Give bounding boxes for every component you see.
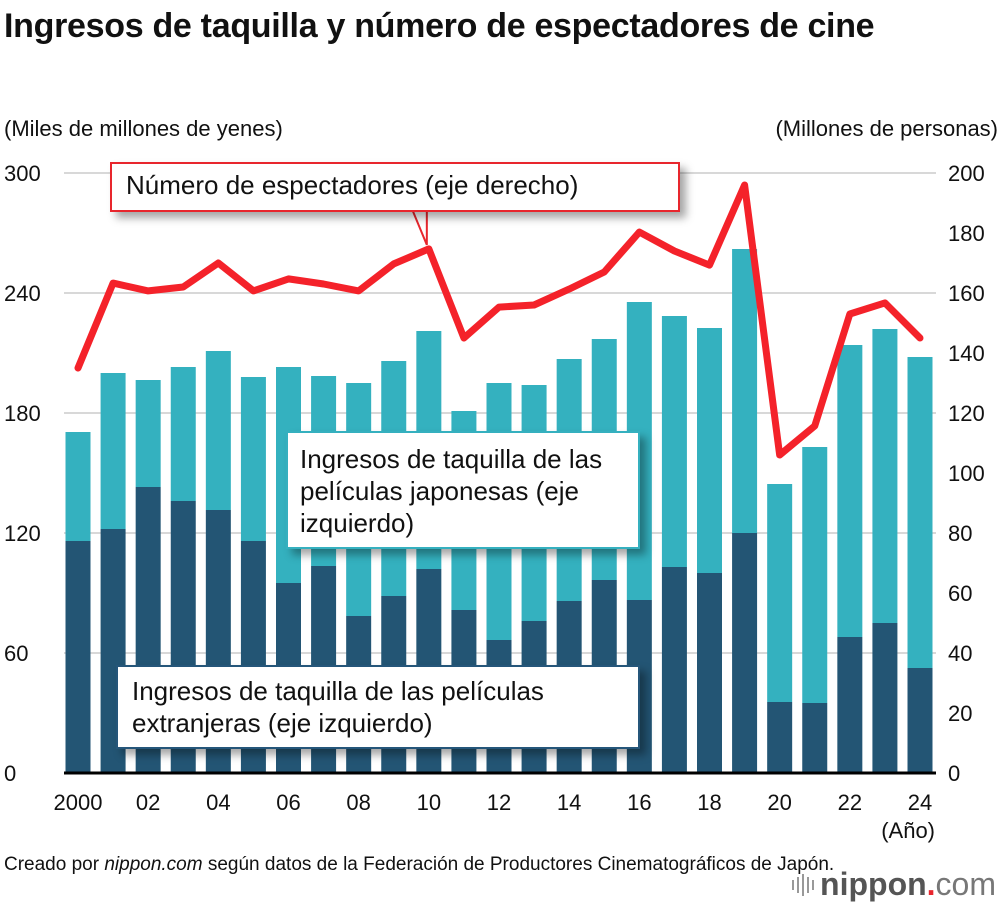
japanese-revenue-bar bbox=[100, 373, 126, 529]
tick-labels: 0601201802403000204060801001201401601802… bbox=[4, 161, 985, 815]
right-tick-label: 80 bbox=[948, 521, 972, 546]
credit-suffix: según datos de la Federación de Producto… bbox=[202, 854, 835, 875]
foreign-revenue-bar bbox=[802, 703, 828, 773]
x-tick-label: 16 bbox=[627, 790, 651, 815]
right-tick-label: 140 bbox=[948, 341, 985, 366]
foreign-revenue-bar bbox=[65, 541, 91, 773]
left-tick-label: 240 bbox=[4, 281, 41, 306]
japanese-revenue-bar bbox=[767, 484, 793, 702]
foreign-revenue-bar bbox=[697, 573, 722, 773]
right-tick-label: 200 bbox=[948, 161, 985, 186]
japanese-revenue-bar bbox=[697, 328, 722, 573]
right-tick-label: 0 bbox=[948, 761, 960, 786]
japanese-revenue-bar bbox=[907, 357, 933, 668]
audience-callout: Número de espectadores (eje derecho) bbox=[110, 162, 680, 212]
x-tick-label: 20 bbox=[767, 790, 791, 815]
right-axis-unit: (Millones de personas) bbox=[775, 116, 998, 141]
x-axis-unit: (Año) bbox=[881, 818, 935, 843]
x-tick-label: 10 bbox=[417, 790, 441, 815]
japanese-revenue-bar bbox=[65, 432, 91, 541]
japanese-revenue-callout-text: Ingresos de taquilla de las películas ja… bbox=[300, 444, 603, 538]
logo-name: nippon bbox=[820, 866, 927, 902]
right-tick-label: 40 bbox=[948, 641, 972, 666]
x-tick-label: 18 bbox=[697, 790, 721, 815]
foreign-revenue-bar bbox=[661, 567, 687, 773]
x-tick-label: 24 bbox=[908, 790, 932, 815]
foreign-revenue-bar bbox=[907, 668, 933, 773]
credit-prefix: Creado por bbox=[4, 854, 105, 875]
logo-tld: com bbox=[935, 866, 996, 902]
left-tick-label: 0 bbox=[4, 761, 16, 786]
left-tick-label: 180 bbox=[4, 401, 41, 426]
right-tick-label: 100 bbox=[948, 461, 985, 486]
japanese-revenue-bar bbox=[135, 380, 161, 487]
japanese-revenue-bar bbox=[872, 329, 898, 623]
nippon-logo: nippon.com bbox=[792, 866, 996, 903]
chart-title: Ingresos de taquilla y número de especta… bbox=[4, 7, 875, 45]
left-tick-label: 60 bbox=[4, 641, 28, 666]
left-tick-label: 300 bbox=[4, 161, 41, 186]
foreign-revenue-bar bbox=[767, 702, 793, 773]
japanese-revenue-bar bbox=[240, 377, 266, 541]
logo-bars-icon bbox=[792, 873, 815, 896]
credit-source-name: nippon.com bbox=[104, 854, 203, 875]
right-tick-label: 160 bbox=[948, 281, 985, 306]
audience-callout-text: Número de espectadores (eje derecho) bbox=[126, 170, 579, 200]
foreign-revenue-callout-text: Ingresos de taquilla de las películas ex… bbox=[132, 676, 544, 738]
japanese-revenue-bar bbox=[205, 351, 231, 510]
japanese-revenue-bar bbox=[837, 345, 863, 637]
x-tick-label: 04 bbox=[206, 790, 230, 815]
left-tick-label: 120 bbox=[4, 521, 41, 546]
japanese-revenue-callout: Ingresos de taquilla de las películas ja… bbox=[286, 431, 640, 549]
japanese-revenue-bar bbox=[170, 367, 196, 501]
right-tick-label: 120 bbox=[948, 401, 985, 426]
right-tick-label: 180 bbox=[948, 221, 985, 246]
x-tick-label: 08 bbox=[346, 790, 370, 815]
x-tick-label: 2000 bbox=[54, 790, 103, 815]
x-tick-label: 22 bbox=[838, 790, 862, 815]
foreign-revenue-bar bbox=[837, 637, 863, 773]
source-credit: Creado por nippon.com según datos de la … bbox=[4, 852, 834, 878]
x-tick-label: 06 bbox=[276, 790, 300, 815]
right-tick-label: 20 bbox=[948, 701, 972, 726]
audience-line bbox=[74, 181, 924, 459]
left-axis-unit: (Miles de millones de yenes) bbox=[4, 116, 283, 141]
foreign-revenue-bar bbox=[872, 623, 898, 773]
japanese-revenue-bar bbox=[661, 316, 687, 567]
foreign-revenue-callout: Ingresos de taquilla de las películas ex… bbox=[116, 665, 640, 749]
x-tick-label: 12 bbox=[487, 790, 511, 815]
x-tick-label: 14 bbox=[557, 790, 581, 815]
audience-callout-pointer bbox=[411, 210, 428, 246]
logo-dot: . bbox=[926, 866, 936, 902]
japanese-revenue-bar bbox=[802, 447, 828, 703]
x-tick-label: 02 bbox=[136, 790, 160, 815]
right-tick-label: 60 bbox=[948, 581, 972, 606]
foreign-revenue-bar bbox=[732, 533, 758, 773]
japanese-revenue-bar bbox=[732, 249, 758, 533]
